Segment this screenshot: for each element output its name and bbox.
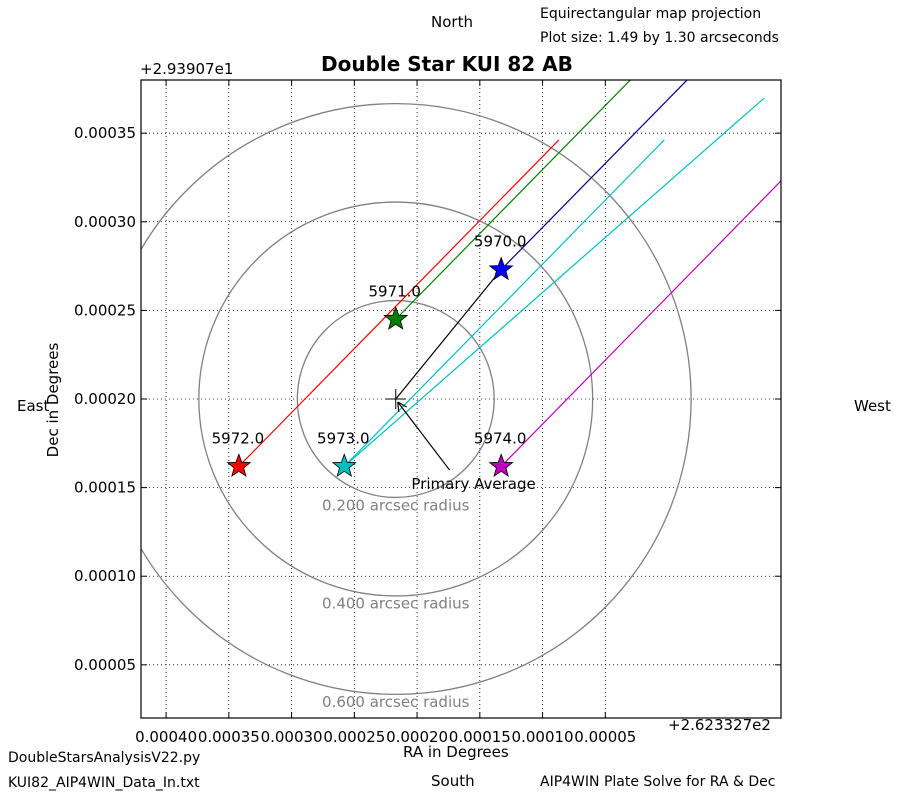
x-tick-label: 0.00040 xyxy=(135,728,197,746)
south-label: South xyxy=(431,772,475,790)
motion-line xyxy=(343,97,765,467)
y-tick-label: 0.00030 xyxy=(74,213,136,231)
west-label: West xyxy=(854,397,891,415)
motion-line xyxy=(238,139,560,467)
primary-average-label: Primary Average xyxy=(411,475,535,493)
solver-label: AIP4WIN Plate Solve for RA & Dec xyxy=(540,774,776,790)
x-tick-label: 0.00035 xyxy=(198,728,260,746)
radius-circle xyxy=(198,201,594,597)
motion-line xyxy=(500,180,781,467)
radius-label: 0.600 arcsec radius xyxy=(322,693,470,711)
y-tick-label: 0.00035 xyxy=(74,124,136,142)
y-tick-label: 0.00020 xyxy=(74,390,136,408)
primary-average-arrowhead xyxy=(397,401,408,413)
x-tick-label: 0.00010 xyxy=(512,728,574,746)
point-label: 5973.0 xyxy=(317,429,370,447)
data-file-name: KUI82_AIP4WIN_Data_In.txt xyxy=(8,775,200,791)
plot-size-label: Plot size: 1.49 by 1.30 arcseconds xyxy=(540,30,779,46)
motion-line xyxy=(395,80,632,320)
primary-average-arrow xyxy=(397,401,451,471)
y-axis-label: Dec in Degrees xyxy=(44,342,62,457)
x-axis-label: RA in Degrees xyxy=(403,743,509,761)
x-tick-label: 0.00025 xyxy=(323,728,385,746)
x-tick-label: 0.00005 xyxy=(574,728,636,746)
star-marker xyxy=(331,453,357,477)
y-tick-label: 0.00015 xyxy=(74,479,136,497)
script-name: DoubleStarsAnalysisV22.py xyxy=(8,750,201,766)
chart-title: Double Star KUI 82 AB xyxy=(321,52,573,76)
point-label: 5970.0 xyxy=(474,233,527,251)
north-label: North xyxy=(431,13,473,31)
y-tick-label: 0.00010 xyxy=(74,567,136,585)
plot-area xyxy=(141,80,781,695)
y-tick-label: 0.00005 xyxy=(74,656,136,674)
motion-line xyxy=(500,80,688,271)
x-offset-label: +2.623327e2 xyxy=(668,716,771,734)
radius-circle xyxy=(141,103,692,695)
star-marker xyxy=(488,256,514,281)
radius-label: 0.200 arcsec radius xyxy=(322,497,470,515)
x-tick-label: 0.00015 xyxy=(449,728,511,746)
motion-line xyxy=(343,139,665,467)
east-label: East xyxy=(17,397,50,415)
star-marker xyxy=(488,453,514,477)
x-tick-label: 0.00020 xyxy=(386,728,448,746)
projection-label: Equirectangular map projection xyxy=(540,6,762,22)
point-label: 5972.0 xyxy=(212,429,265,447)
x-tick-label: 0.00030 xyxy=(261,728,323,746)
star-marker xyxy=(226,453,252,477)
star-marker xyxy=(383,306,409,330)
radius-label: 0.400 arcsec radius xyxy=(322,595,470,613)
radius-circle xyxy=(296,299,495,499)
point-label: 5971.0 xyxy=(368,282,421,300)
point-label: 5974.0 xyxy=(474,429,527,447)
y-offset-label: +2.93907e1 xyxy=(140,60,234,78)
y-tick-label: 0.00025 xyxy=(74,301,136,319)
primary-link-line xyxy=(395,269,502,400)
